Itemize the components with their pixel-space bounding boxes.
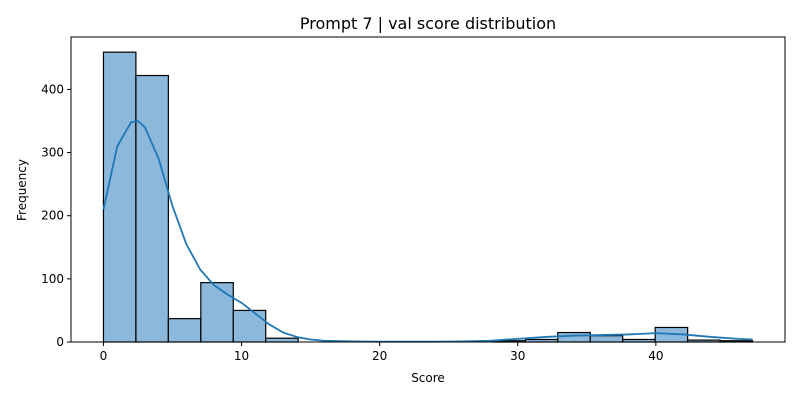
x-tick-label-30: 30 xyxy=(510,349,525,363)
y-axis-title: Frequency xyxy=(15,159,29,221)
y-tick-label-400: 400 xyxy=(41,82,64,96)
y-axis: 0 100 200 300 400 xyxy=(41,82,71,349)
y-tick-label-300: 300 xyxy=(41,146,64,160)
chart-title: Prompt 7 | val score distribution xyxy=(300,14,556,33)
x-tick-label-40: 40 xyxy=(648,349,663,363)
x-tick-label-20: 20 xyxy=(372,349,387,363)
histogram-bar-2 xyxy=(167,318,202,343)
y-tick-label-0: 0 xyxy=(56,335,64,349)
histogram-bar-0 xyxy=(102,51,137,343)
x-axis-title: Score xyxy=(411,371,445,385)
x-tick-label-0: 0 xyxy=(100,349,108,363)
kde-group xyxy=(102,120,753,343)
histogram-bar-5 xyxy=(265,337,299,343)
kde-line xyxy=(102,120,753,343)
x-tick-label-10: 10 xyxy=(234,349,249,363)
histogram-bar-14 xyxy=(557,331,591,343)
x-axis: 0 10 20 30 40 xyxy=(100,342,664,363)
histogram-bar-4 xyxy=(232,309,267,343)
plot-area-frame xyxy=(70,36,786,343)
histogram-bar-1 xyxy=(135,74,169,343)
histogram-bar-15 xyxy=(589,335,624,343)
histogram-bar-3 xyxy=(200,282,234,343)
y-tick-label-200: 200 xyxy=(41,209,64,223)
bars-group xyxy=(102,51,754,343)
y-tick-label-100: 100 xyxy=(41,272,64,286)
